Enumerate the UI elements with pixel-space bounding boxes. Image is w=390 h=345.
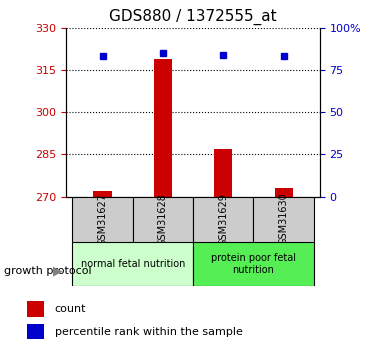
Bar	[94, 191, 112, 197]
Text: GSM31630: GSM31630	[278, 193, 289, 245]
Bar	[133, 197, 193, 241]
Bar	[27, 301, 44, 317]
Text: ▶: ▶	[53, 264, 62, 277]
Bar	[275, 188, 292, 197]
Text: GSM31629: GSM31629	[218, 193, 228, 246]
Text: GSM31627: GSM31627	[98, 193, 108, 246]
Bar	[193, 241, 314, 286]
Bar	[214, 149, 232, 197]
Text: percentile rank within the sample: percentile rank within the sample	[55, 327, 243, 337]
Bar	[72, 241, 193, 286]
Text: protein poor fetal
nutrition: protein poor fetal nutrition	[211, 253, 296, 275]
Text: count: count	[55, 304, 86, 314]
Bar	[254, 197, 314, 241]
Bar	[72, 197, 133, 241]
Bar	[27, 324, 44, 339]
Bar	[154, 59, 172, 197]
Text: growth protocol: growth protocol	[4, 266, 92, 276]
Text: normal fetal nutrition: normal fetal nutrition	[80, 259, 185, 269]
Bar	[193, 197, 254, 241]
Title: GDS880 / 1372555_at: GDS880 / 1372555_at	[109, 9, 277, 25]
Text: GSM31628: GSM31628	[158, 193, 168, 246]
